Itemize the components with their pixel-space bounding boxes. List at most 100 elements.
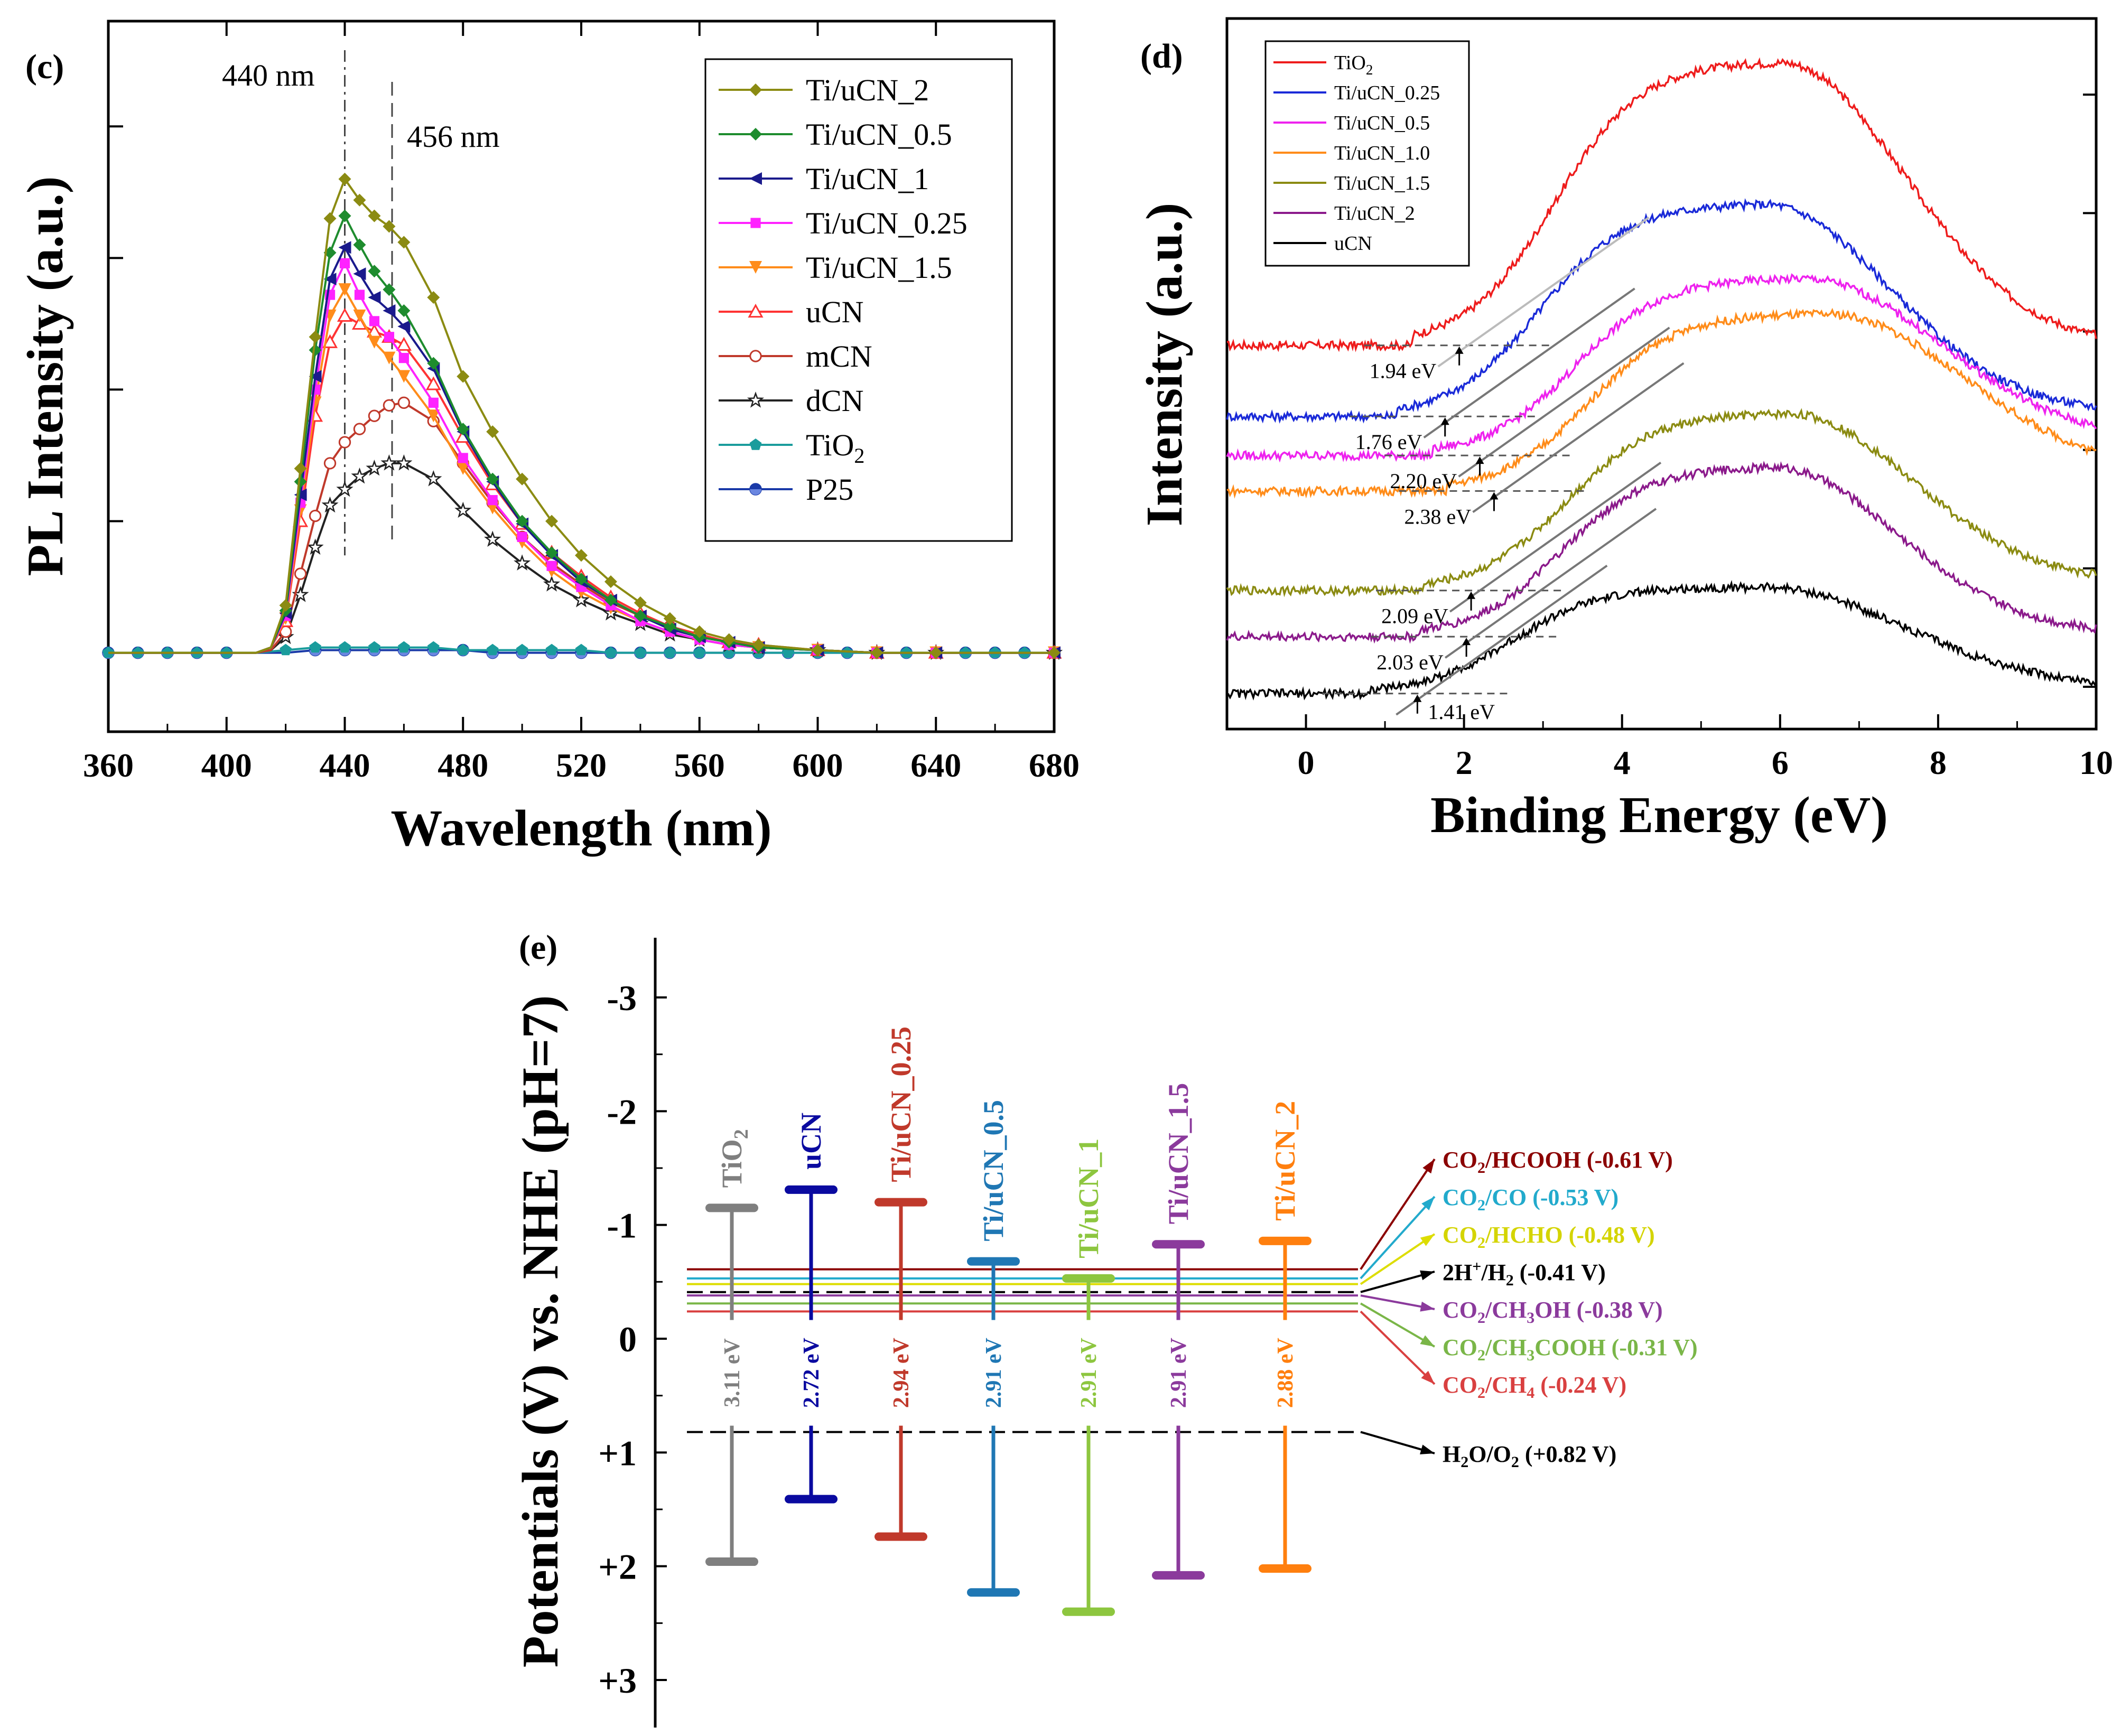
redox-arrowhead (1420, 1234, 1435, 1246)
d-legend-entry-ti-ucn-1-5: Ti/uCN_1.5 (1273, 172, 1430, 194)
pl-point-ti-ucn-1-5 (427, 409, 440, 423)
pl-point-ti-ucn-1-5 (353, 309, 366, 322)
d-x-tick-label: 4 (1614, 744, 1631, 781)
pl-point-ti-ucn-2 (929, 646, 943, 659)
c-x-tick-label: 520 (556, 746, 607, 784)
gap-label-bg (983, 1320, 1004, 1426)
legend-label-ti-ucn-1-5: Ti/uCN_1.5 (806, 250, 952, 285)
legend-marker-mcn (749, 350, 762, 362)
d-legend-label: Ti/uCN_0.5 (1334, 112, 1430, 134)
redox-label-co2-co-0-53-v: CO2/CO (-0.53 V) (1443, 1184, 1618, 1214)
pl-point-ti-ucn-1 (353, 267, 366, 281)
sample-name-label: Ti/uCN_2 (1269, 1101, 1301, 1221)
pl-point-ti-ucn-0-5 (545, 546, 559, 559)
legend-label-ti-ucn-2: Ti/uCN_2 (806, 73, 929, 107)
redox-label-co2-ch3cooh-0-31-v: CO2/CH3COOH (-0.31 V) (1443, 1334, 1698, 1364)
pl-point-dcn (484, 530, 501, 547)
panel-e-redox-labels: CO2/HCOOH (-0.61 V) CO2/CO (-0.53 V) CO2/H… (1443, 1147, 1698, 1471)
onset-arrowhead (1467, 591, 1476, 599)
legend-label-mcn: mCN (806, 339, 872, 374)
pl-point-ti-ucn-2 (353, 193, 366, 207)
pl-point-ucn (396, 337, 412, 351)
redox-line-co2-co-0-53-v (687, 1196, 1436, 1280)
legend-marker-ti-ucn-0-5 (749, 128, 762, 141)
pl-point-ucn (322, 334, 338, 348)
band-ti-ucn-2: 2.88 eV Ti/uCN_2 (1259, 1101, 1311, 1573)
redox-line-co2-hcho-0-48-v (687, 1233, 1436, 1285)
d-x-tick-label: 8 (1930, 744, 1947, 781)
xps-line-ti-ucn-1-0 (1226, 307, 2097, 499)
c-x-tick-label: 400 (201, 746, 252, 784)
d-legend-label: Ti/uCN_0.25 (1334, 82, 1440, 104)
c-x-tick-label: 360 (83, 746, 134, 784)
pl-point-tio2 (693, 646, 706, 658)
redox-arrow (1360, 1233, 1436, 1285)
redox-label-co2-hcho-0-48-v: CO2/HCHO (-0.48 V) (1443, 1222, 1655, 1252)
panel-e-label: (e) (519, 928, 557, 967)
pl-point-ucn (337, 307, 353, 322)
panel-c-axis-ticks (107, 21, 1055, 732)
pl-point-dcn (572, 591, 590, 608)
redox-arrowhead (1420, 1444, 1435, 1454)
pl-point-ti-ucn-0-25 (398, 353, 409, 363)
pl-point-ti-ucn-0-5 (663, 620, 676, 633)
pl-point-tio2 (664, 646, 676, 658)
pl-point-ti-ucn-2 (722, 633, 736, 646)
onset-arrowhead (1462, 638, 1471, 646)
pl-point-dcn (543, 575, 561, 592)
band-gap-label: 2.91 eV (1167, 1338, 1191, 1408)
panel-d-frame (1225, 17, 2098, 731)
pl-point-ti-ucn-0-5 (309, 343, 322, 357)
legend-entry-ti-ucn-1: Ti/uCN_1 (719, 162, 929, 196)
onset-label: 1.41 eV (1428, 700, 1495, 724)
pl-point-ti-ucn-2 (397, 236, 411, 249)
d-legend-label: Ti/uCN_1.5 (1334, 172, 1430, 194)
legend-label-dcn: dCN (806, 384, 864, 418)
panel-d-axis-ticks (1226, 94, 2097, 729)
redox-label-2h-h2-0-41-v: 2H+/H2 (-0.41 V) (1443, 1258, 1606, 1289)
pl-point-mcn (383, 399, 396, 412)
peak-label-456: 456 nm (407, 119, 500, 154)
e-y-tick-label: -3 (607, 978, 637, 1018)
panel-c-label: (c) (25, 48, 64, 86)
onset-arrowhead (1475, 456, 1484, 464)
pl-point-tio2 (604, 646, 617, 658)
pl-point-ti-ucn-0-25 (339, 258, 350, 268)
pl-point-ti-ucn-2 (1048, 646, 1060, 659)
legend-label-ti-ucn-1: Ti/uCN_1 (806, 162, 929, 196)
gap-label-bg (890, 1320, 911, 1426)
redox-line-co2-ch3cooh-0-31-v (687, 1302, 1436, 1348)
pl-point-ti-ucn-2 (693, 625, 706, 638)
pl-point-tio2 (339, 641, 351, 653)
panel-c-series (102, 172, 1063, 660)
pl-point-ti-ucn-1 (323, 273, 337, 286)
redox-line-co2-ch3oh-0-38-v (687, 1294, 1435, 1312)
pl-point-tio2 (368, 641, 380, 653)
onset-arrowhead (1490, 492, 1499, 500)
xps-line-tio2 (1226, 57, 2097, 352)
legend-marker-p25-half (750, 489, 761, 495)
onset-tangent (1396, 565, 1608, 716)
redox-arrowhead (1420, 1270, 1435, 1281)
pl-point-ti-ucn-2 (294, 462, 307, 475)
c-x-tick-label: 680 (1029, 746, 1080, 784)
pl-point-ti-ucn-1 (338, 241, 351, 254)
panel-c-x-tick-labels: 360 400 440 480 520 560 600 640 680 (83, 746, 1080, 784)
gap-label-bg (1275, 1320, 1296, 1426)
pl-point-dcn (336, 480, 354, 497)
legend-label-ti-ucn-0-5: Ti/uCN_0.5 (806, 117, 952, 152)
onset-arrowhead (1413, 694, 1422, 702)
onset-ti-ucn-1-5: 2.09 eV (1376, 461, 1662, 628)
pl-line-ucn (108, 314, 1054, 654)
sample-name-label: Ti/uCN_0.25 (885, 1026, 917, 1182)
c-x-tick-label: 440 (320, 746, 370, 784)
pl-point-ti-ucn-2 (457, 370, 470, 383)
band-ti-ucn-1-5: 2.91 eV Ti/uCN_1.5 (1152, 1083, 1205, 1580)
e-y-tick-label: 0 (619, 1319, 637, 1359)
pl-point-dcn (366, 459, 383, 476)
pl-point-ti-ucn-0-5 (457, 423, 470, 436)
xps-line-ti-ucn-1-5 (1226, 408, 2097, 598)
e-y-tick-label: +3 (598, 1660, 637, 1701)
pl-point-ucn (425, 376, 441, 390)
